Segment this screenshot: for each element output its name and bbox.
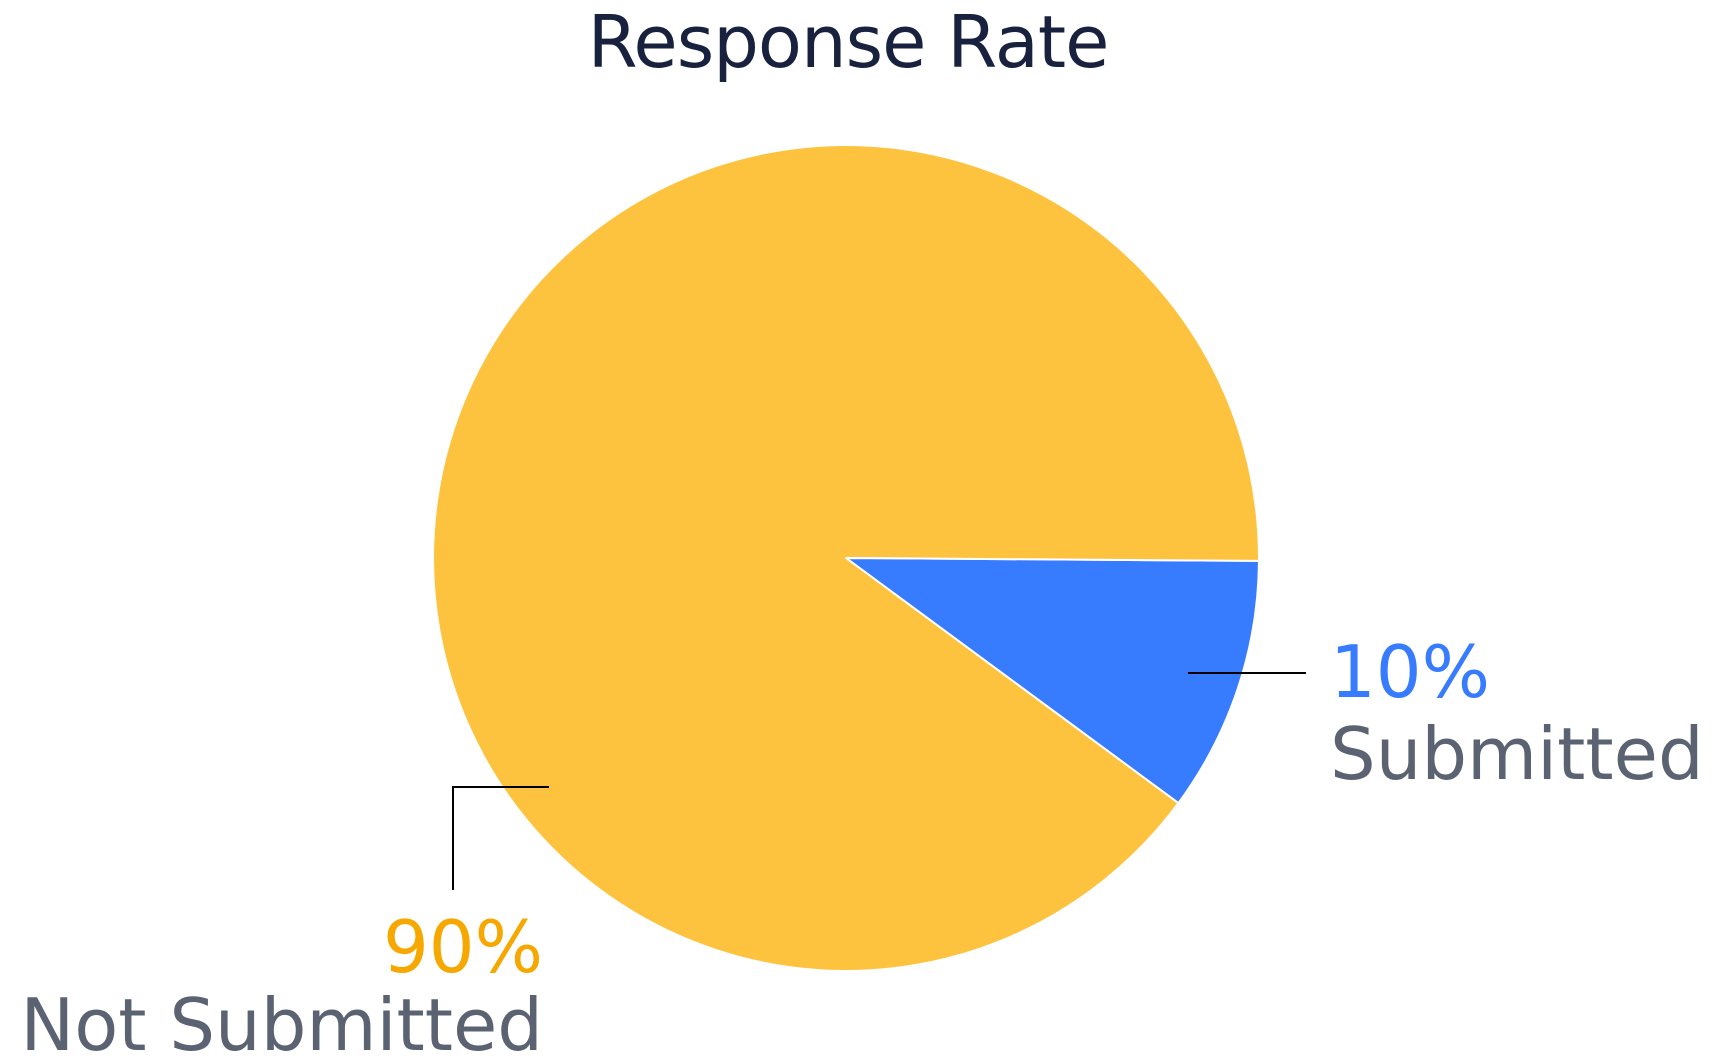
slice-name-label-not-submitted: Not Submitted (20, 983, 543, 1062)
pie-slice-submitted (845, 557, 1260, 805)
pie-slices (432, 144, 1260, 972)
slice-name-label-submitted: Submitted (1330, 712, 1704, 796)
leader-line-not-submitted (452, 786, 549, 890)
slice-labels: 10% Submitted 90% Not Submitted (20, 630, 1703, 1062)
chart-title: Response Rate (587, 0, 1110, 84)
leader-lines (452, 672, 1306, 890)
slice-value-label-not-submitted: 90% (383, 905, 543, 989)
slice-value-label-submitted: 10% (1330, 630, 1490, 714)
pie-slice-not-submitted (432, 144, 1260, 972)
